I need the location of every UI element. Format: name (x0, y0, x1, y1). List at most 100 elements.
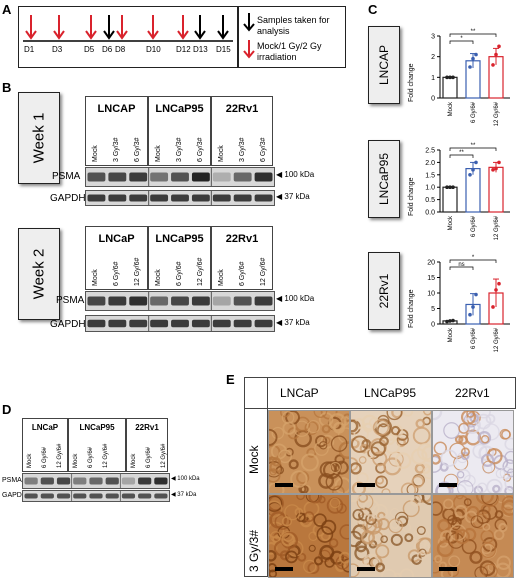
legend-samples: Samples taken for analysis (257, 15, 330, 36)
sig-label-2: ** (471, 29, 476, 35)
lane-label-g2-l0: Mock (218, 145, 225, 162)
band-lane-5 (191, 319, 210, 328)
point-2-1 (494, 52, 498, 57)
sig-bracket-1 (449, 40, 474, 44)
band-lane-0 (24, 493, 38, 499)
ihc-col-lncap95: LNCaP95 (364, 386, 417, 400)
lane-label-g1-l0: Mock (155, 269, 162, 286)
week1-group-lncap95: LNCaP95 (148, 96, 211, 166)
week2-marker-100: ◀ 100 kDa (276, 294, 315, 303)
day-label-d8: D8 (115, 45, 126, 54)
timeline-arrow-d15 (217, 15, 229, 40)
band-lane-8 (254, 296, 273, 306)
timeline-arrow-d13 (194, 15, 206, 40)
chart-title-1: LNCaP95 (377, 152, 391, 206)
band-lane-8 (254, 319, 273, 328)
chart-ylabel-2: Fold change (408, 289, 415, 328)
day-label-d5: D5 (84, 45, 95, 54)
lane-label-g1-l1: 3 Gy/3# (176, 137, 183, 162)
week2-group-22rv1: 22Rv1 (211, 226, 273, 290)
week2-marker-37: ◀ 37 kDa (276, 318, 310, 327)
band-lane-4 (171, 319, 189, 328)
bar-2 (488, 166, 504, 213)
lane-label-g2-l2: 12 Gy/6# (161, 443, 168, 468)
chart-title-box-1: LNCaP95 (368, 140, 400, 218)
band-lane-5 (191, 296, 210, 306)
band-lane-6 (121, 493, 136, 499)
band-lane-1 (108, 296, 127, 306)
lane-label-g0-l1: 6 Gy/6# (41, 446, 48, 468)
point-2-2 (497, 44, 501, 49)
point-1-2 (474, 160, 478, 165)
y-tick-label: 0 (431, 96, 435, 103)
bar-0 (442, 186, 458, 213)
band-lane-3 (150, 319, 169, 328)
y-tick-label: 3 (431, 34, 435, 41)
week1-title: Week 1 (30, 112, 48, 164)
day-label-d13: D13 (193, 45, 208, 54)
band-lane-7 (138, 493, 152, 499)
panel-label-a: A (2, 2, 12, 17)
sig-bracket-2 (449, 259, 497, 263)
ihc-tile-r0-c0 (268, 410, 350, 494)
sig-label-1: * (460, 36, 463, 42)
panel-label-b: B (2, 80, 12, 95)
band-lane-8 (154, 493, 168, 499)
day-label-d15: D15 (216, 45, 231, 54)
band-lane-2 (56, 477, 71, 485)
lane-label-g2-l1: 3 Gy/3# (239, 137, 246, 162)
ihc-col-lncap: LNCaP (280, 386, 319, 400)
chart-title-0: LNCAP (377, 44, 391, 86)
day-label-d12: D12 (176, 45, 191, 54)
lane-label-g1-l1: 6 Gy/6# (87, 446, 94, 468)
d-marker-100: ◀ 100 kDa (171, 476, 200, 482)
week2-band-gapdh: GAPDH (50, 319, 86, 330)
ihc-col-22rv1: 22Rv1 (455, 386, 490, 400)
band-lane-6 (121, 477, 136, 485)
band-lane-7 (233, 194, 252, 202)
x-tick-label-2: 12 Gy/6# (494, 101, 500, 126)
chart-title-box-0: LNCAP (368, 26, 400, 104)
band-lane-1 (108, 172, 127, 182)
x-tick-label-1: 6 Gy/6# (471, 101, 477, 123)
point-1-2 (474, 52, 478, 57)
lane-label-g2-l2: 6 Gy/3# (260, 137, 267, 162)
point-0-0 (445, 185, 449, 189)
week1-band-gapdh: GAPDH (50, 193, 86, 204)
day-label-d10: D10 (146, 45, 161, 54)
point-2-2 (497, 281, 501, 286)
point-2-0 (491, 63, 495, 67)
band-lane-5 (191, 172, 210, 182)
x-tick-label-2: 12 Gy/6# (494, 327, 500, 352)
band-lane-3 (150, 172, 169, 182)
legend-irradiation: Mock/1 Gy/2 Gy irradiation (257, 41, 322, 62)
week1-group-lncap: LNCAP (85, 96, 148, 166)
lane-label-g0-l2: 6 Gy/3# (134, 137, 141, 162)
timeline-panel: Samples taken for analysis Mock/1 Gy/2 G… (18, 6, 346, 68)
band-lane-5 (105, 493, 119, 499)
red-arrow-icon (243, 40, 255, 59)
x-tick-label-2: 12 Gy/6# (494, 215, 500, 240)
week1-marker-37: ◀ 37 kDa (276, 192, 310, 201)
black-arrow-icon (243, 13, 255, 32)
y-tick-label: 15 (427, 275, 435, 282)
week1-band-psma: PSMA (52, 171, 81, 182)
lane-label-g0-l0: Mock (26, 453, 33, 468)
timeline-arrow-d5 (85, 15, 97, 40)
timeline-arrow-d3 (53, 15, 65, 40)
chart-ylabel-1: Fold change (408, 177, 415, 216)
week1-group-22rv1: 22Rv1 (211, 96, 273, 166)
chart-svg-2: 0 5 10 15 20 Mock 6 Gy/6# 12 Gy/6# ns * (427, 255, 510, 352)
ihc-tile-r0-c2 (432, 410, 514, 494)
week2-group-lncap95: LNCaP95 (148, 226, 211, 290)
week2-gapdh-blot (85, 315, 275, 332)
week1-psma-blot (85, 167, 275, 187)
sig-label-1: ** (459, 150, 464, 156)
week1-gapdh-blot (85, 190, 275, 206)
lane-label-g1-l0: Mock (72, 453, 79, 468)
point-0-0 (445, 319, 449, 324)
sig-label-2: * (472, 255, 475, 261)
lane-label-g0-l0: Mock (92, 269, 99, 286)
point-0-2 (451, 75, 455, 80)
